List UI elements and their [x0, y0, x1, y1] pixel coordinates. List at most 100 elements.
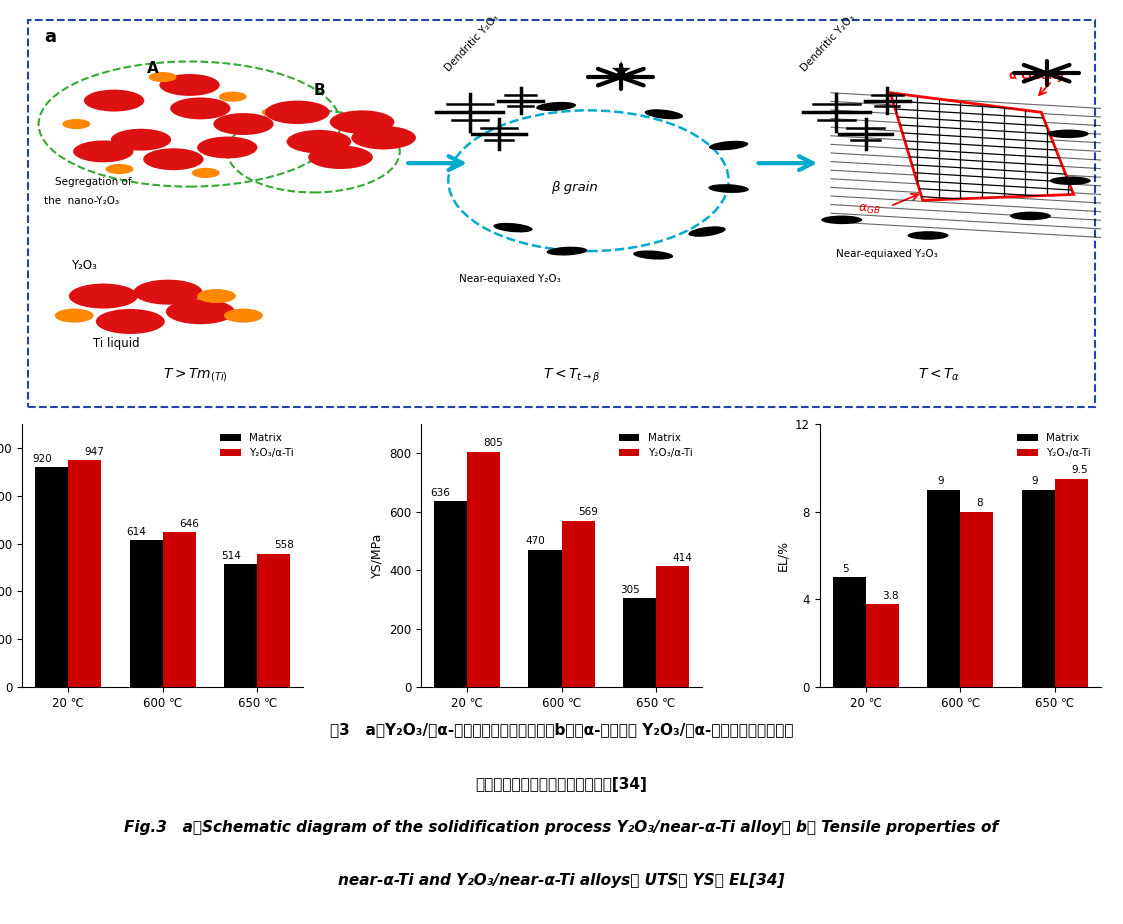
Y-axis label: YS/MPa: YS/MPa: [371, 533, 384, 578]
Ellipse shape: [907, 231, 949, 239]
Legend: Matrix, Y₂O₃/α-Ti: Matrix, Y₂O₃/α-Ti: [216, 429, 298, 463]
Bar: [866, 603, 898, 687]
Circle shape: [213, 113, 274, 135]
Text: 图3   a：Y₂O₃/近α-鍶合金凝固过程示意图；b：近α-鍶合金和 Y₂O₃/近α-鍶合金的拉伸性能：: 图3 a：Y₂O₃/近α-鍶合金凝固过程示意图；b：近α-鍶合金和 Y₂O₃/近…: [330, 722, 793, 737]
Bar: [928, 490, 960, 687]
Ellipse shape: [547, 247, 587, 256]
Circle shape: [265, 101, 330, 124]
Text: 414: 414: [673, 553, 693, 563]
Circle shape: [166, 299, 235, 324]
Circle shape: [55, 309, 93, 322]
Text: Near-equiaxed Y₂O₃: Near-equiaxed Y₂O₃: [459, 274, 560, 285]
Circle shape: [95, 309, 165, 334]
Ellipse shape: [1010, 212, 1051, 220]
Text: Segregation of: Segregation of: [55, 176, 131, 187]
Circle shape: [106, 164, 134, 174]
Bar: [1054, 479, 1088, 687]
Text: Y₂O₃: Y₂O₃: [71, 259, 97, 272]
Bar: [35, 467, 69, 687]
Text: 636: 636: [430, 488, 450, 498]
FancyBboxPatch shape: [28, 20, 1095, 407]
Circle shape: [225, 309, 263, 322]
Ellipse shape: [821, 215, 862, 225]
Text: the  nano-Y₂O₃: the nano-Y₂O₃: [44, 196, 119, 206]
Text: 9: 9: [1032, 477, 1038, 486]
Text: 514: 514: [221, 551, 240, 561]
Ellipse shape: [709, 140, 748, 151]
Text: Dendritic Y₂O₃: Dendritic Y₂O₃: [442, 12, 501, 73]
Circle shape: [63, 119, 90, 129]
Ellipse shape: [1050, 176, 1090, 185]
Text: a: a: [44, 29, 56, 46]
Y-axis label: EL/%: EL/%: [776, 540, 789, 571]
Text: 558: 558: [274, 541, 294, 551]
Circle shape: [192, 168, 220, 178]
Text: Fig.3   a：Schematic diagram of the solidification process Y₂O₃/near-α-Ti alloy； : Fig.3 a：Schematic diagram of the solidif…: [125, 820, 998, 835]
Text: Ti liquid: Ti liquid: [92, 337, 139, 350]
Bar: [257, 553, 291, 687]
Text: 305: 305: [620, 585, 639, 595]
Bar: [562, 520, 594, 687]
Circle shape: [73, 140, 134, 163]
Text: 9: 9: [937, 477, 943, 486]
Text: $T < T_{t\rightarrow\beta}$: $T < T_{t\rightarrow\beta}$: [544, 366, 601, 384]
Ellipse shape: [1048, 129, 1088, 138]
Circle shape: [134, 280, 202, 305]
Text: ★: ★: [610, 60, 632, 84]
Circle shape: [262, 107, 290, 117]
Bar: [69, 460, 101, 687]
Text: B: B: [313, 83, 326, 98]
Circle shape: [198, 289, 236, 303]
Bar: [163, 532, 195, 687]
Circle shape: [148, 72, 176, 82]
Circle shape: [198, 137, 257, 158]
Ellipse shape: [493, 223, 532, 233]
Text: Near-equiaxed Y₂O₃: Near-equiaxed Y₂O₃: [837, 249, 938, 259]
Bar: [130, 541, 163, 687]
Ellipse shape: [645, 109, 683, 119]
Text: 5: 5: [842, 565, 849, 575]
Text: $T >Tm_{(Ti)}$: $T >Tm_{(Ti)}$: [163, 366, 227, 384]
Circle shape: [308, 146, 373, 169]
Bar: [656, 566, 690, 687]
Bar: [433, 501, 467, 687]
Text: 805: 805: [484, 438, 503, 448]
Text: 614: 614: [127, 527, 146, 537]
Circle shape: [84, 90, 144, 112]
Circle shape: [286, 130, 351, 153]
Text: α colony: α colony: [1008, 69, 1065, 82]
Circle shape: [219, 91, 247, 102]
Legend: Matrix, Y₂O₃/α-Ti: Matrix, Y₂O₃/α-Ti: [1013, 429, 1095, 463]
Ellipse shape: [536, 102, 576, 111]
Text: β grain: β grain: [550, 180, 597, 193]
Legend: Matrix, Y₂O₃/α-Ti: Matrix, Y₂O₃/α-Ti: [614, 429, 696, 463]
Text: Dendritic Y₂O₃: Dendritic Y₂O₃: [798, 12, 857, 73]
Text: 9.5: 9.5: [1071, 466, 1088, 476]
Circle shape: [171, 97, 230, 119]
Ellipse shape: [709, 184, 749, 193]
Bar: [225, 565, 257, 687]
Text: near-α-Ti and Y₂O₃/near-α-Ti alloys： UTS， YS， EL[34]: near-α-Ti and Y₂O₃/near-α-Ti alloys： UTS…: [338, 873, 785, 888]
Circle shape: [144, 148, 203, 170]
Bar: [1022, 490, 1054, 687]
Text: 极限抗拉强度、屈服强度、延伸率[34]: 极限抗拉强度、屈服强度、延伸率[34]: [475, 777, 648, 792]
Text: 470: 470: [526, 537, 545, 546]
Circle shape: [69, 284, 138, 309]
Ellipse shape: [633, 250, 673, 260]
Bar: [467, 452, 500, 687]
Text: 8: 8: [977, 498, 984, 508]
Text: 920: 920: [33, 454, 52, 464]
Bar: [832, 578, 866, 687]
Circle shape: [330, 110, 394, 134]
Circle shape: [111, 128, 171, 151]
Text: $T < T_{\alpha}$: $T < T_{\alpha}$: [917, 366, 960, 383]
Text: 646: 646: [180, 519, 199, 529]
Circle shape: [351, 126, 416, 150]
Circle shape: [159, 74, 220, 96]
Bar: [960, 512, 993, 687]
Polygon shape: [891, 92, 1074, 201]
Text: $\alpha_{GB}$: $\alpha_{GB}$: [858, 203, 880, 216]
Text: 3.8: 3.8: [883, 590, 898, 601]
Text: 947: 947: [85, 447, 104, 457]
Bar: [529, 550, 562, 687]
